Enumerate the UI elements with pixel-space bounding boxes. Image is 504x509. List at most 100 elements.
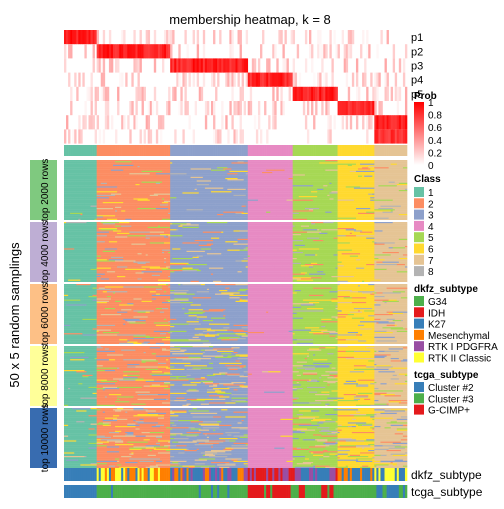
membership-cell (213, 240, 228, 242)
membership-cell (343, 175, 349, 177)
membership-cell (404, 291, 408, 293)
membership-matrix (64, 160, 408, 469)
prob-cell (115, 58, 118, 73)
membership-cell (64, 294, 69, 297)
membership-cell (262, 179, 283, 181)
membership-cell (337, 223, 357, 225)
row-group-block (30, 160, 57, 220)
membership-cell (182, 231, 204, 233)
prob-cell (100, 86, 104, 101)
membership-cell (239, 299, 246, 301)
membership-cell (200, 248, 212, 250)
membership-cell (327, 232, 332, 235)
membership-cell (394, 242, 406, 244)
membership-cell (323, 310, 326, 312)
membership-cell (217, 276, 236, 278)
membership-cell (262, 255, 275, 257)
membership-cell (292, 273, 306, 275)
membership-cell (174, 279, 191, 281)
membership-cell (64, 241, 71, 243)
membership-cell (386, 231, 402, 233)
membership-cell (76, 180, 81, 182)
membership-cell (166, 303, 171, 305)
membership-cell (351, 264, 367, 266)
membership-cell (292, 176, 312, 179)
membership-cell (86, 211, 95, 213)
prob-cell (276, 58, 279, 73)
prob-cell (292, 30, 296, 45)
membership-cell (404, 168, 408, 170)
membership-cell (262, 256, 275, 259)
membership-cell (127, 266, 142, 268)
membership-cell (374, 252, 383, 254)
membership-cell (64, 306, 75, 309)
membership-cell (135, 247, 149, 249)
membership-cell (147, 192, 165, 194)
class-strip-cell (211, 145, 214, 156)
membership-cell (366, 232, 375, 235)
membership-cell (115, 223, 132, 225)
membership-cell (106, 170, 118, 173)
membership-cell (211, 191, 232, 193)
prob-cell (94, 86, 97, 101)
membership-cell (64, 185, 79, 187)
prob-cell (102, 129, 106, 144)
membership-cell (194, 237, 200, 239)
membership-cell (141, 202, 148, 204)
membership-cell (247, 258, 251, 260)
membership-cell (247, 291, 259, 293)
membership-cell (72, 242, 83, 244)
membership-cell (155, 256, 171, 259)
membership-cell (98, 287, 106, 289)
membership-cell (382, 246, 400, 248)
membership-cell (123, 197, 140, 199)
membership-cell (204, 210, 216, 212)
membership-cell (304, 209, 310, 211)
membership-cell (366, 261, 373, 263)
membership-cell (110, 305, 120, 307)
membership-cell (192, 191, 212, 193)
membership-cell (88, 196, 97, 198)
membership-cell (206, 205, 210, 207)
membership-cell (380, 205, 402, 207)
membership-cell (170, 186, 191, 188)
prob-cell (208, 58, 212, 73)
membership-cell (82, 293, 97, 295)
prob-cell (153, 86, 157, 101)
membership-cell (168, 180, 171, 182)
prob-cell (378, 115, 381, 130)
membership-cell (274, 181, 293, 183)
membership-cell (353, 187, 375, 189)
membership-cell (178, 287, 195, 289)
membership-cell (343, 265, 353, 267)
class-strip-cell (104, 145, 108, 156)
membership-cell (390, 228, 396, 230)
membership-cell (162, 181, 171, 183)
membership-cell (80, 279, 89, 281)
class-strip-cell (286, 145, 289, 156)
membership-cell (292, 246, 300, 248)
membership-cell (198, 253, 208, 255)
prob-cell (306, 86, 310, 101)
membership-cell (233, 230, 240, 232)
membership-cell (164, 262, 171, 265)
membership-cell (231, 290, 238, 292)
membership-cell (337, 192, 347, 194)
membership-cell (106, 309, 112, 311)
membership-cell (88, 170, 97, 173)
membership-cell (125, 290, 130, 292)
membership-cell (119, 235, 128, 237)
membership-cell (123, 273, 138, 275)
membership-cell (394, 169, 408, 171)
membership-cell (394, 268, 402, 271)
membership-cell (96, 191, 118, 193)
membership-cell (300, 262, 312, 265)
membership-cell (84, 178, 93, 180)
membership-cell (374, 210, 391, 212)
membership-cell (241, 228, 249, 230)
membership-cell (264, 279, 269, 281)
membership-cell (78, 202, 97, 204)
membership-cell (92, 225, 97, 227)
membership-cell (159, 291, 165, 293)
membership-cell (188, 298, 200, 300)
